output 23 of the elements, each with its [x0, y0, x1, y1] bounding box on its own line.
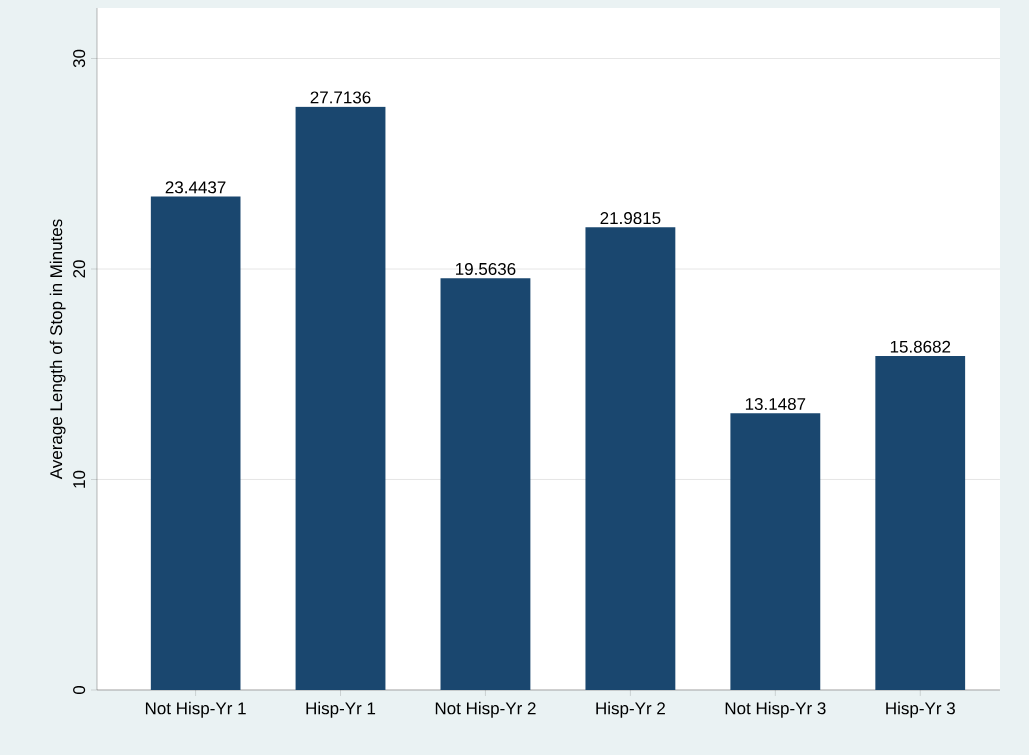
bar	[875, 355, 966, 690]
data-label: 21.9815	[600, 212, 661, 225]
bar	[150, 196, 241, 690]
x-tick-label: Not Hisp-Yr 2	[435, 701, 536, 718]
bar	[730, 413, 821, 690]
bar	[585, 227, 676, 690]
y-tick-label: 30	[73, 49, 86, 68]
x-tick-label: Not Hisp-Yr 3	[725, 701, 826, 718]
data-label: 23.4437	[165, 181, 226, 194]
x-tick-label: Not Hisp-Yr 1	[145, 701, 246, 718]
y-tick-label: 0	[73, 685, 86, 695]
data-label: 27.7136	[310, 91, 371, 104]
x-tick-label: Hisp-Yr 3	[886, 701, 955, 718]
data-label: 13.1487	[745, 397, 806, 411]
bar	[295, 106, 386, 690]
bar	[440, 278, 531, 690]
y-tick-label: 10	[73, 470, 86, 488]
data-label: 15.8682	[890, 340, 951, 353]
x-tick-label: Hisp-Yr 1	[306, 701, 376, 718]
y-axis-title: Average Length of Stop in Minutes	[49, 219, 66, 480]
x-tick-label: Hisp-Yr 2	[596, 701, 665, 718]
y-tick-label: 20	[73, 260, 86, 278]
data-label: 19.5636	[456, 262, 516, 275]
